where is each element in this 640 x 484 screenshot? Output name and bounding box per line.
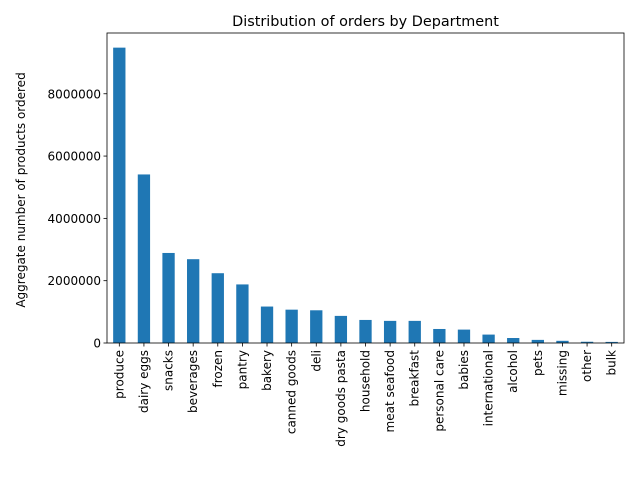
bar-international: [482, 334, 495, 343]
y-tick-label: 6000000: [48, 150, 101, 164]
x-tick-label: meat seafood: [383, 350, 397, 432]
x-tick-label: canned goods: [285, 350, 299, 434]
x-tick-label: frozen: [211, 350, 225, 388]
bar-personal-care: [433, 328, 446, 343]
x-tick-label: produce: [112, 350, 126, 399]
bar-frozen: [211, 273, 224, 343]
bar-breakfast: [408, 320, 421, 343]
chart-title: Distribution of orders by Department: [232, 14, 499, 30]
y-tick-label: 0: [93, 337, 101, 351]
bar-beverages: [187, 259, 200, 343]
bar-missing: [556, 340, 569, 343]
x-tick-label: snacks: [162, 350, 176, 391]
bar-canned-goods: [285, 309, 298, 343]
x-tick-label: missing: [555, 350, 569, 396]
x-tick-label: bakery: [260, 350, 274, 391]
bar-alcohol: [507, 338, 520, 343]
y-tick-label: 2000000: [48, 274, 101, 288]
bar-pets: [531, 339, 544, 343]
x-tick-label: breakfast: [408, 350, 422, 407]
x-tick-label: dry goods pasta: [334, 350, 348, 447]
x-tick-label: household: [359, 350, 373, 412]
x-tick-label: bulk: [605, 350, 619, 376]
y-axis-label: Aggregate number of products ordered: [14, 72, 28, 307]
bar-dry-goods-pasta: [334, 315, 348, 343]
bar-dairy-eggs: [137, 174, 151, 343]
x-tick-label: other: [580, 350, 594, 382]
bar-pantry: [236, 284, 249, 343]
plot-frame: [106, 32, 625, 344]
bar-deli: [310, 310, 323, 343]
bar-other: [580, 341, 594, 343]
bars-group: [113, 47, 618, 343]
y-tick-label: 8000000: [48, 87, 101, 101]
x-tick-label: international: [482, 350, 496, 426]
bar-bulk: [605, 341, 618, 343]
x-tick-label: personal care: [432, 350, 446, 432]
x-tick-label: alcohol: [506, 350, 520, 393]
x-tick-label: babies: [457, 350, 471, 390]
bar-meat-seafood: [383, 320, 397, 343]
bar-babies: [457, 329, 471, 343]
bar-bakery: [260, 306, 274, 343]
x-tick-label: deli: [309, 350, 323, 372]
x-tick-label: beverages: [186, 350, 200, 413]
x-axis-ticks: produce dairy eggs snacks beverages frozen pa…: [112, 343, 619, 447]
x-tick-label: pets: [531, 350, 545, 376]
y-axis-ticks: 0 2000000 4000000 6000000 8000000: [48, 87, 107, 351]
bar-household: [359, 319, 372, 343]
bar-produce: [113, 47, 126, 343]
x-tick-label: dairy eggs: [137, 350, 151, 413]
y-tick-label: 4000000: [48, 212, 101, 226]
bar-snacks: [162, 252, 175, 343]
x-tick-label: pantry: [235, 350, 249, 389]
